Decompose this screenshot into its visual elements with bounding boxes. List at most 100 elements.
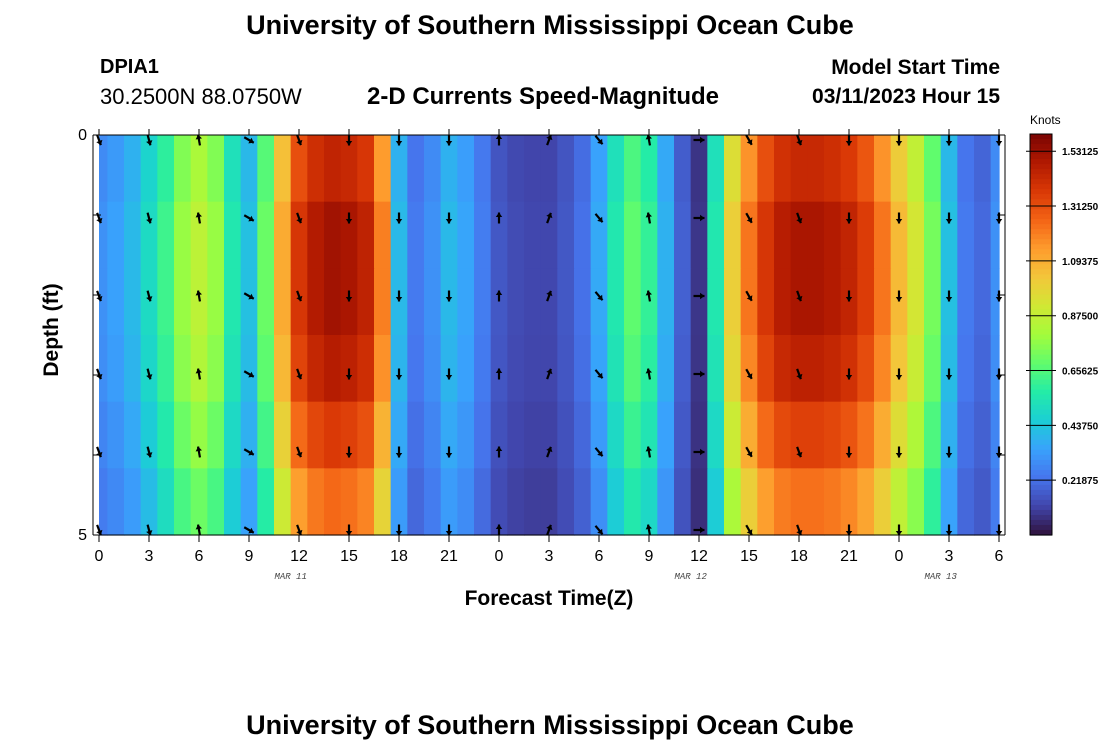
heat-cell [99, 201, 108, 269]
heat-cell [357, 468, 375, 536]
colorbar-segment [1030, 429, 1052, 436]
vector-head [296, 451, 303, 458]
heat-cell [407, 335, 425, 403]
heat-cell [540, 468, 558, 536]
current-vector [645, 290, 653, 302]
colorbar-units: Knots [1030, 113, 1061, 127]
colorbar-segment [1030, 374, 1052, 381]
heat-cell [690, 268, 708, 336]
heat-cell [507, 135, 525, 203]
colorbar-segment [1030, 474, 1052, 481]
vector-head [248, 137, 254, 144]
heat-cell [574, 401, 592, 469]
x-tick-label: 3 [945, 548, 954, 565]
vector-head [597, 450, 603, 457]
heat-cell [524, 468, 542, 536]
vector-head [796, 529, 803, 536]
heat-cell [824, 201, 842, 269]
current-vector [594, 369, 604, 379]
heat-cell [874, 335, 892, 403]
heat-cell [574, 335, 592, 403]
heat-cell [290, 135, 308, 203]
y-axis-title: Depth (ft) [40, 283, 63, 376]
heat-cell [890, 201, 908, 269]
date-label: MAR 11 [274, 572, 306, 582]
heat-cell [474, 135, 492, 203]
vector-head [96, 295, 103, 302]
heat-cell [574, 201, 592, 269]
heat-cell [274, 135, 292, 203]
colorbar-segment [1030, 479, 1052, 486]
heat-cell [424, 201, 442, 269]
heat-cell [940, 201, 958, 269]
current-vector [995, 290, 1003, 302]
heat-cell [190, 135, 208, 203]
heat-cell [674, 201, 692, 269]
heat-cell [390, 268, 408, 336]
heat-cell [957, 401, 975, 469]
current-vector [594, 525, 604, 535]
heat-cell [540, 335, 558, 403]
colorbar-segment [1030, 289, 1052, 295]
heat-cell [974, 335, 992, 403]
heat-cell [407, 268, 425, 336]
heat-cell [290, 201, 308, 269]
colorbar-segment [1030, 334, 1052, 341]
current-vector [546, 368, 553, 380]
current-vector [243, 292, 255, 300]
vector-head [645, 368, 653, 374]
heat-cell [307, 401, 325, 469]
heatmap-layer [99, 135, 1000, 536]
colorbar-segment [1030, 344, 1052, 351]
vector-head [746, 217, 753, 223]
colorbar-segment [1030, 524, 1052, 531]
heat-cell [290, 468, 308, 536]
current-vector [395, 368, 403, 380]
colorbar-segment [1030, 469, 1052, 476]
colorbar-segment [1030, 529, 1052, 536]
current-vector [945, 524, 953, 536]
heat-cell [257, 201, 275, 269]
current-vector [195, 212, 203, 224]
heat-cell [907, 335, 925, 403]
heat-cell [440, 468, 458, 536]
current-vector [345, 134, 353, 146]
station-coordinates: 30.2500N 88.0750W [100, 84, 302, 109]
heat-cell [640, 268, 658, 336]
current-vector [845, 524, 853, 536]
heat-cell [307, 201, 325, 269]
colorbar-segment [1030, 419, 1052, 426]
colorbar-segment [1030, 359, 1052, 366]
x-tick-label: 0 [495, 548, 504, 565]
heat-cell [790, 335, 808, 403]
current-vector [546, 212, 553, 224]
heat-cell [724, 201, 742, 269]
heat-cell [440, 201, 458, 269]
current-vector [845, 290, 853, 302]
heat-cell [224, 135, 242, 203]
heat-cell [507, 201, 525, 269]
colorbar-segment [1030, 464, 1052, 471]
heat-cell [640, 201, 658, 269]
vector-head [645, 212, 653, 218]
colorbar-segment [1030, 434, 1052, 441]
heat-cell [674, 135, 692, 203]
vector-head [995, 141, 1003, 146]
vector-head [700, 214, 705, 222]
heat-cell [474, 468, 492, 536]
current-vector [995, 134, 1003, 146]
heat-cell [540, 268, 558, 336]
vector-head [195, 212, 203, 218]
heat-cell [557, 268, 575, 336]
model-start-label: Model Start Time [831, 56, 1000, 79]
heat-cell [474, 268, 492, 336]
heat-cell [207, 401, 225, 469]
heat-cell [324, 401, 342, 469]
current-vector [645, 134, 653, 146]
heat-cell [357, 401, 375, 469]
heat-cell [707, 468, 725, 536]
colorbar-segment [1030, 179, 1052, 185]
heat-cell [690, 335, 708, 403]
heat-cell [190, 468, 208, 536]
heat-cell [590, 201, 608, 269]
